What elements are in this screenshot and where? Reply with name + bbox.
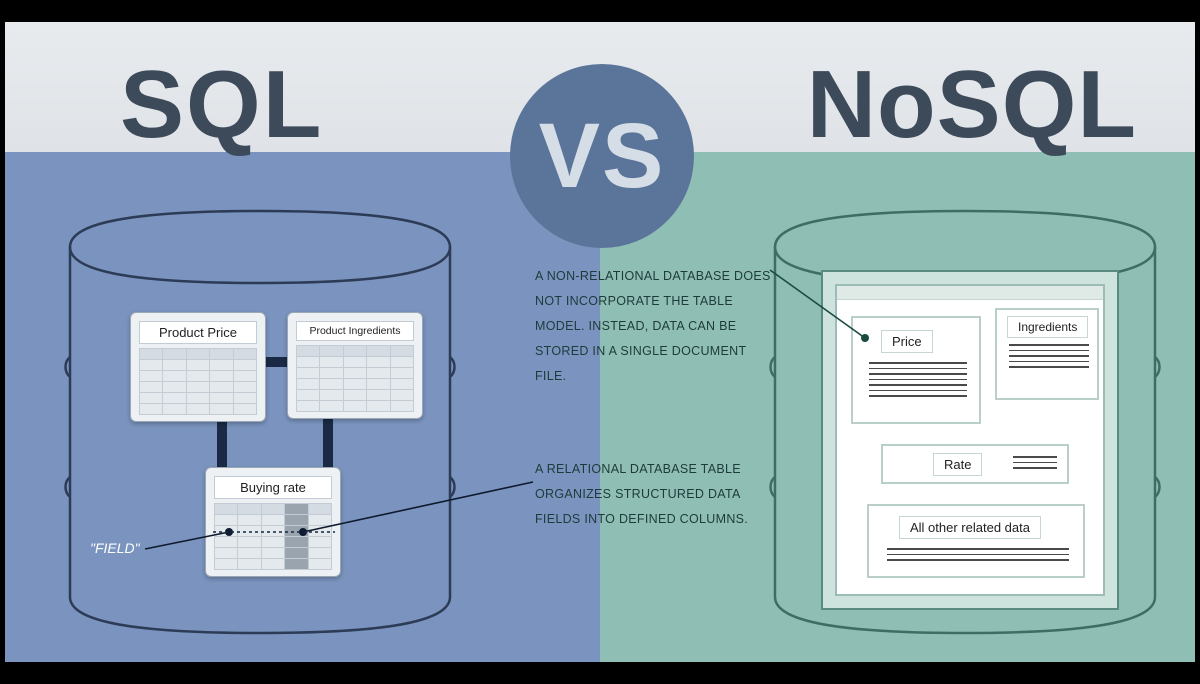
infographic-canvas: SQL NoSQL VS Product Price P <box>5 22 1195 662</box>
document-titlebar <box>837 286 1103 300</box>
field-label: "FIELD" <box>90 540 140 556</box>
text-lines-icon <box>1013 456 1057 473</box>
sql-table-label: Buying rate <box>214 476 332 499</box>
doc-field-other: All other related data <box>867 504 1085 578</box>
doc-field-label: All other related data <box>899 516 1041 539</box>
sql-table-product-price: Product Price <box>130 312 266 422</box>
nosql-description: A NON-RELATIONAL DATABASE DOES NOT INCOR… <box>535 264 775 389</box>
vs-badge: VS <box>510 64 694 248</box>
table-grid-icon <box>139 348 257 415</box>
doc-field-rate: Rate <box>881 444 1069 484</box>
doc-field-label: Ingredients <box>1007 316 1088 338</box>
text-lines-icon <box>1009 344 1089 372</box>
sql-table-label: Product Price <box>139 321 257 344</box>
sql-table-buying-rate: Buying rate <box>205 467 341 577</box>
vs-text: VS <box>539 104 666 209</box>
doc-field-label: Price <box>881 330 933 353</box>
nosql-document: Price Ingredients Rate <box>821 270 1119 610</box>
doc-field-label: Rate <box>933 453 982 476</box>
connector-pipe <box>265 357 289 367</box>
doc-field-price: Price <box>851 316 981 424</box>
sql-description: A RELATIONAL DATABASE TABLE ORGANIZES ST… <box>535 457 775 532</box>
title-sql: SQL <box>120 50 323 160</box>
nosql-document-inner: Price Ingredients Rate <box>835 284 1105 596</box>
table-grid-icon <box>296 345 414 412</box>
title-nosql: NoSQL <box>807 50 1137 160</box>
sql-table-label: Product Ingredients <box>296 321 414 341</box>
text-lines-icon <box>887 548 1069 565</box>
sql-table-product-ingredients: Product Ingredients <box>287 312 423 419</box>
text-lines-icon <box>869 362 967 401</box>
doc-field-ingredients: Ingredients <box>995 308 1099 400</box>
table-grid-icon <box>214 503 332 570</box>
